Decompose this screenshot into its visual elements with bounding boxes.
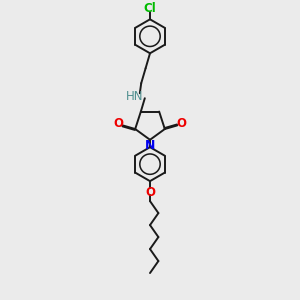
Text: O: O bbox=[145, 186, 155, 199]
Text: O: O bbox=[177, 117, 187, 130]
Text: Cl: Cl bbox=[144, 2, 156, 15]
Text: N: N bbox=[145, 139, 155, 152]
Text: HN: HN bbox=[126, 90, 143, 103]
Text: O: O bbox=[113, 117, 123, 130]
